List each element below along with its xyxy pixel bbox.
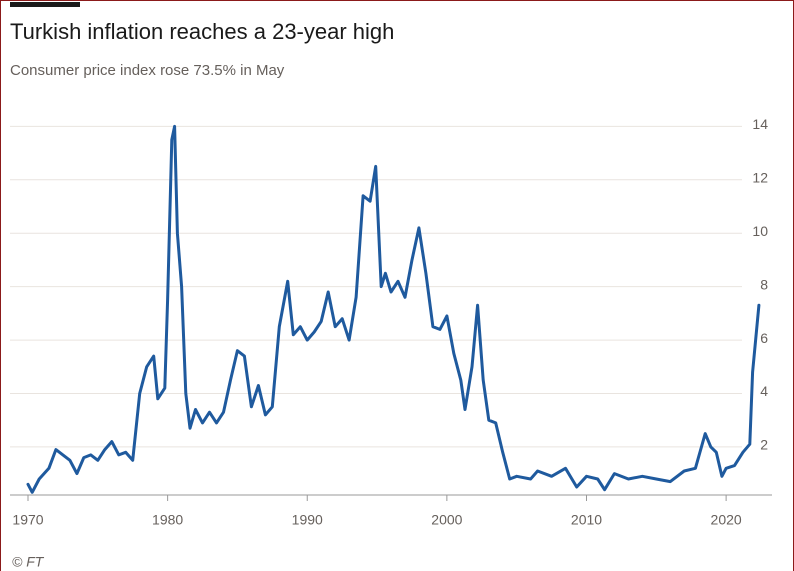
- x-tick-label: 2000: [431, 512, 462, 528]
- title-bar: [10, 2, 80, 7]
- x-tick-label: 2010: [571, 512, 602, 528]
- y-tick-label: 14: [752, 116, 768, 132]
- x-tick-label: 1970: [12, 512, 43, 528]
- y-tick-label: 12: [752, 169, 768, 185]
- y-tick-label: 2: [760, 437, 768, 453]
- x-tick-label: 1980: [152, 512, 183, 528]
- y-tick-label: 8: [760, 276, 768, 292]
- y-tick-label: 6: [760, 330, 768, 346]
- chart-title: Turkish inflation reaches a 23-year high: [10, 19, 394, 44]
- source: © FT: [12, 554, 45, 570]
- x-tick-label: 2020: [711, 512, 742, 528]
- y-tick-label: 10: [752, 223, 768, 239]
- x-tick-label: 1990: [292, 512, 323, 528]
- chart-subtitle: Consumer price index rose 73.5% in May: [10, 62, 285, 79]
- y-tick-label: 4: [760, 383, 768, 399]
- data-line: [26, 124, 761, 494]
